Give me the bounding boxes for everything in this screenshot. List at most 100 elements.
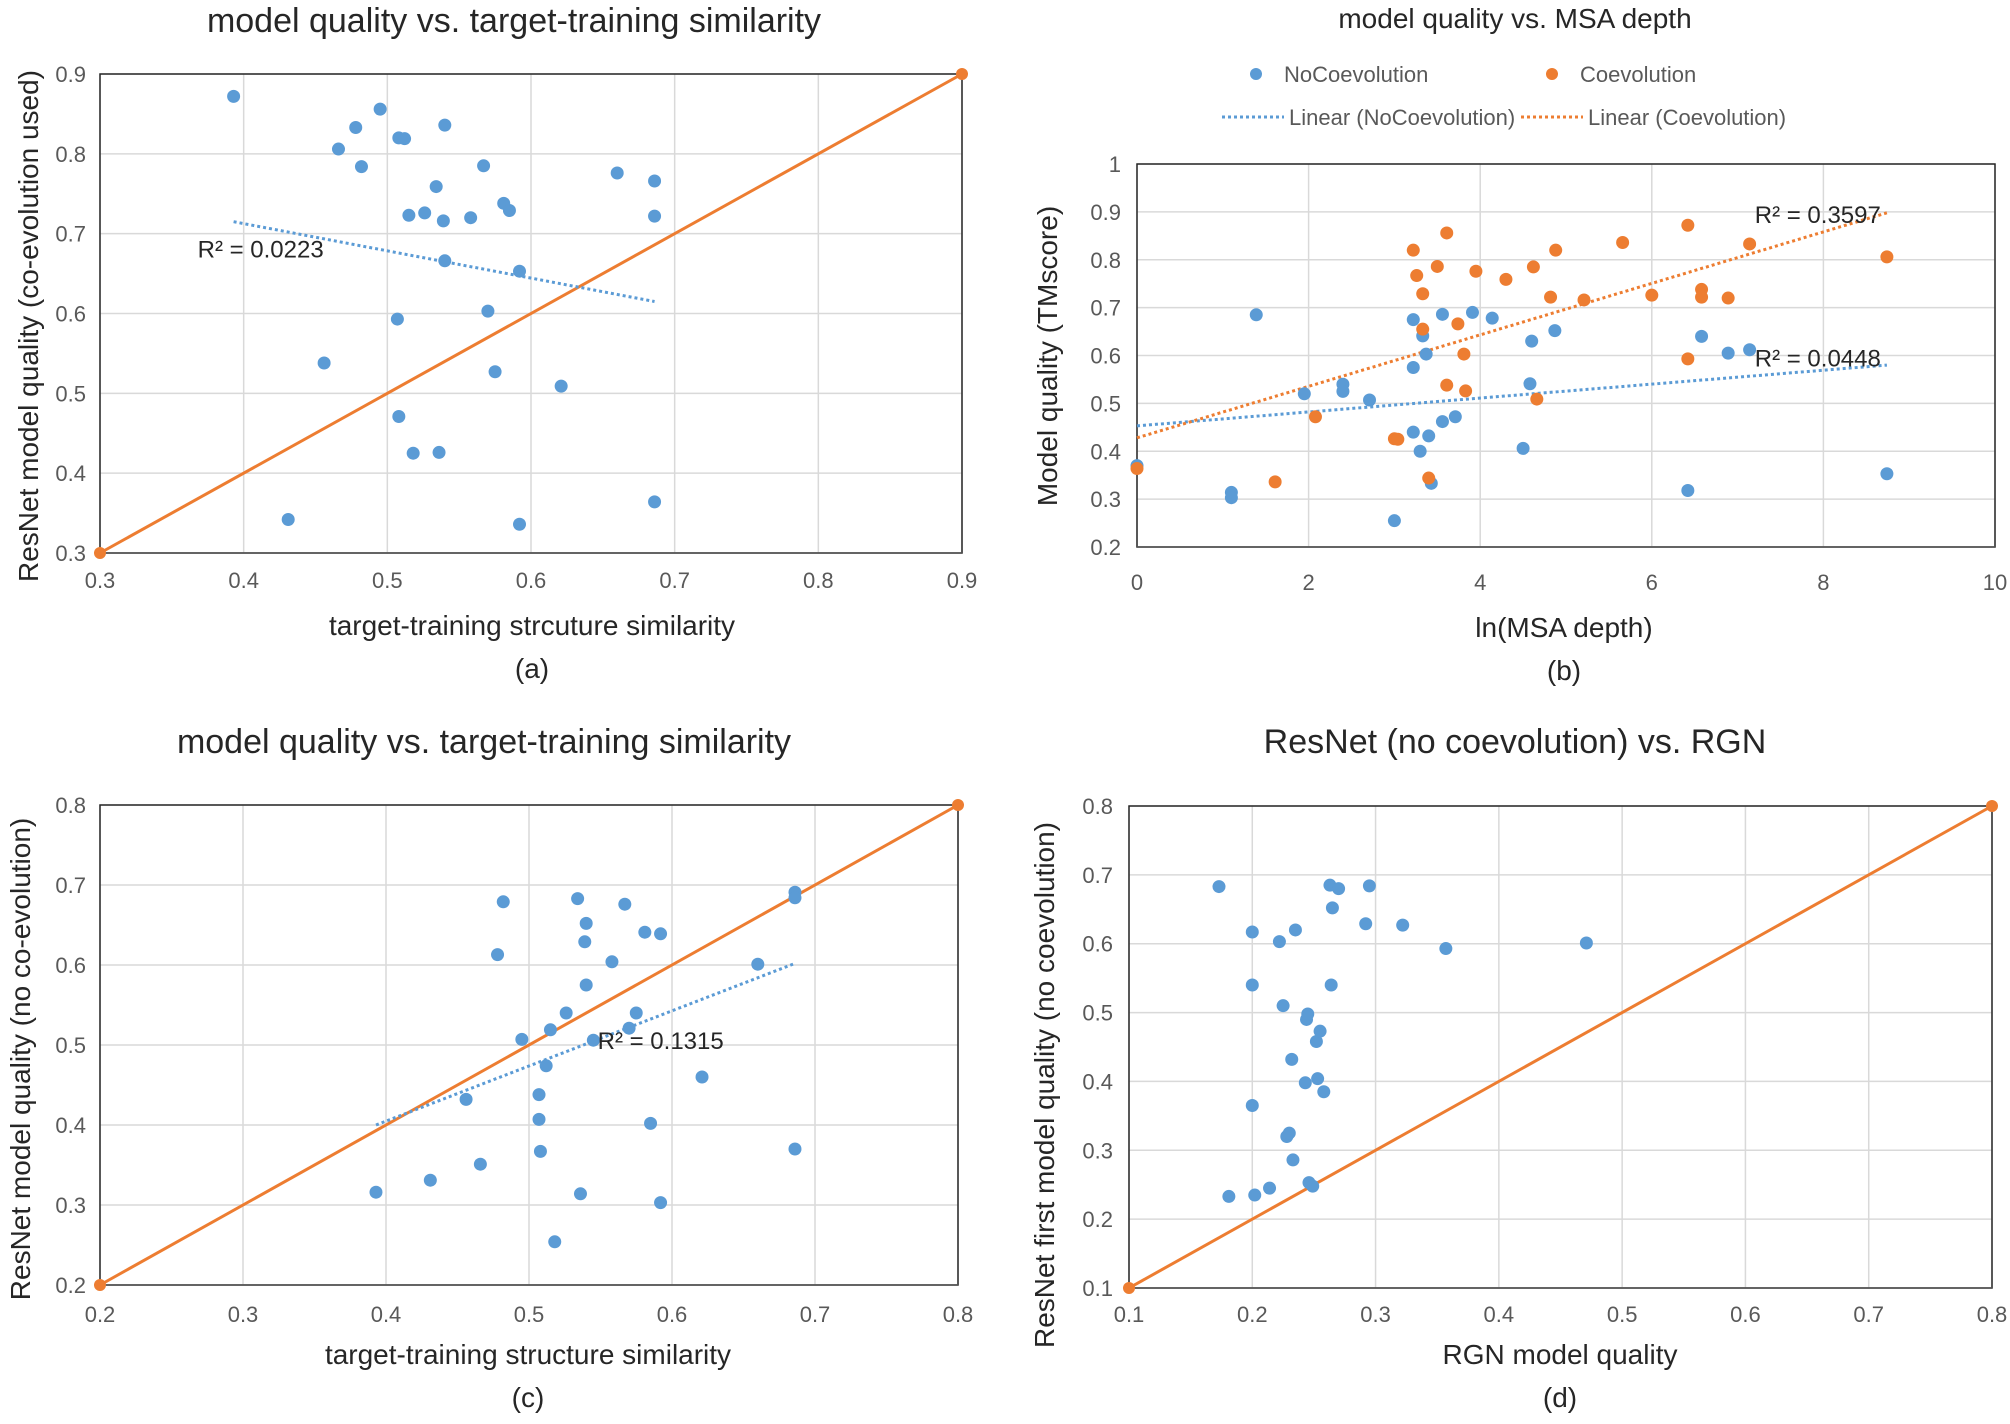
chart-b-point-coevolution <box>1410 269 1424 283</box>
chart-c-plot: 0.2 0.3 0.4 0.5 0.6 0.7 0.8 0.2 0.3 0.4 0.5 0.6 0.7 0… <box>55 793 973 1327</box>
chart-b-svg: model quality vs. MSA depth NoCoevolutio… <box>1032 3 2007 686</box>
chart-d-point-points <box>1276 999 1290 1013</box>
chart-a-point-points <box>648 495 662 509</box>
chart-c-point-points <box>548 1235 562 1249</box>
chart-a-xtick-label: 0.3 <box>85 568 116 593</box>
chart-a-ytick-label: 0.9 <box>55 62 86 87</box>
chart-d-ytick-label: 0.2 <box>1082 1207 1113 1232</box>
legend-label-linear-nocoevolution: Linear (NoCoevolution) <box>1289 105 1515 130</box>
chart-a-ytick-label: 0.6 <box>55 302 86 327</box>
chart-b-ytick-label: 0.2 <box>1090 535 1121 560</box>
chart-d-xtick-label: 0.5 <box>1607 1302 1638 1327</box>
chart-b-point-nocoevolution <box>1336 384 1350 398</box>
chart-b-point-coevolution <box>1880 250 1894 264</box>
chart-c-point-points <box>573 1187 587 1201</box>
chart-c-xtick-label: 0.3 <box>228 1302 259 1327</box>
chart-d-point-points <box>1439 942 1453 956</box>
chart-a-point-points <box>502 204 516 218</box>
chart-a-diagonal-line <box>99 72 963 555</box>
chart-a-point-points <box>513 517 527 531</box>
chart-a-svg: model quality vs. target-training simila… <box>13 2 977 684</box>
chart-b-point-coevolution <box>1681 218 1695 232</box>
chart-d-point-points <box>1306 1179 1320 1193</box>
chart-b-point-nocoevolution <box>1406 425 1420 439</box>
legend-marker-nocoevolution <box>1250 68 1262 80</box>
chart-b-point-coevolution <box>1308 410 1322 424</box>
chart-a-point-points <box>373 102 387 116</box>
chart-a-point-points <box>438 118 452 132</box>
chart-c-point-points <box>622 1021 636 1035</box>
chart-d-point-points <box>1396 918 1410 932</box>
chart-b-xtick-label: 10 <box>1983 570 2007 595</box>
chart-d-point-points <box>1311 1072 1325 1086</box>
chart-b-point-coevolution <box>1268 475 1282 489</box>
chart-b-point-nocoevolution <box>1525 334 1539 348</box>
chart-c-ytick-label: 0.2 <box>55 1273 86 1298</box>
chart-a-xtick-label: 0.8 <box>803 568 834 593</box>
chart-d-ytick-label: 0.8 <box>1082 794 1113 819</box>
chart-d-point-points <box>1286 1153 1300 1167</box>
chart-c-point-points <box>473 1157 487 1171</box>
chart-a-xtick-label: 0.4 <box>228 568 259 593</box>
chart-c-point-points <box>618 897 632 911</box>
chart-c-point-points <box>539 1059 553 1073</box>
chart-d-point-points <box>1288 923 1302 937</box>
chart-d-diagonal-endpoint <box>1123 1282 1135 1294</box>
chart-c-point-points <box>788 1142 802 1156</box>
chart-b-point-coevolution <box>1530 392 1544 406</box>
chart-panel-c: model quality vs. target-training simila… <box>0 712 1005 1424</box>
chart-b-title: model quality vs. MSA depth <box>1338 3 1691 34</box>
chart-b-xtick-label: 8 <box>1817 570 1829 595</box>
chart-b-xtick-label: 4 <box>1474 570 1486 595</box>
chart-c-point-points <box>695 1070 709 1084</box>
chart-d-xtick-label: 0.4 <box>1484 1302 1515 1327</box>
chart-b-point-coevolution <box>1469 264 1483 278</box>
chart-c-xtick-label: 0.7 <box>800 1302 831 1327</box>
chart-d-point-points <box>1285 1052 1299 1066</box>
chart-c-point-points <box>515 1032 529 1046</box>
chart-b-legend: NoCoevolution Coevolution Linear (NoCoev… <box>1222 62 1786 130</box>
chart-c-point-points <box>496 895 510 909</box>
chart-b-point-nocoevolution <box>1880 467 1894 481</box>
chart-b-point-nocoevolution <box>1422 429 1436 443</box>
chart-b-point-nocoevolution <box>1419 347 1433 361</box>
chart-d-ytick-label: 0.7 <box>1082 863 1113 888</box>
chart-c-ylabel: ResNet model quality (no co-evolution) <box>5 818 36 1300</box>
chart-panel-a: model quality vs. target-training simila… <box>0 0 1005 712</box>
chart-a-point-points <box>281 512 295 526</box>
chart-b-point-coevolution <box>1526 260 1540 274</box>
chart-b-point-nocoevolution <box>1721 346 1735 360</box>
chart-d-point-points <box>1282 1126 1296 1140</box>
chart-a-diagonal-endpoint <box>956 68 968 80</box>
chart-c-title: model quality vs. target-training simila… <box>177 723 791 761</box>
chart-b-point-nocoevolution <box>1743 343 1757 357</box>
chart-d-point-points <box>1325 901 1339 915</box>
chart-b-trendline <box>1136 211 1888 440</box>
chart-c-panel-label: (c) <box>512 1382 545 1413</box>
chart-c-point-points <box>459 1092 473 1106</box>
chart-a-xlabel: target-training strcuture similarity <box>329 610 735 641</box>
chart-c-ytick-label: 0.3 <box>55 1193 86 1218</box>
chart-a-point-points <box>331 142 345 156</box>
chart-b-point-coevolution <box>1459 384 1473 398</box>
chart-a-point-points <box>392 409 406 423</box>
chart-a-r2-label: R² = 0.0223 <box>198 237 324 264</box>
chart-b-point-nocoevolution <box>1523 377 1537 391</box>
chart-b-ytick-label: 1 <box>1109 152 1121 177</box>
chart-b-point-nocoevolution <box>1435 415 1449 429</box>
chart-a-point-points <box>477 159 491 173</box>
chart-b-ytick-label: 0.3 <box>1090 487 1121 512</box>
chart-c-diagonal-endpoint <box>94 1279 106 1291</box>
chart-d-point-points <box>1362 879 1376 893</box>
chart-c-point-points <box>644 1116 658 1130</box>
chart-b-xtick-label: 0 <box>1131 570 1143 595</box>
chart-c-point-points <box>629 1006 643 1020</box>
chart-d-ytick-label: 0.6 <box>1082 932 1113 957</box>
chart-b-ytick-label: 0.9 <box>1090 200 1121 225</box>
chart-d-point-points <box>1212 880 1226 894</box>
chart-c-point-points <box>559 1006 573 1020</box>
chart-d-ytick-label: 0.1 <box>1082 1276 1113 1301</box>
chart-c-point-points <box>533 1144 547 1158</box>
chart-b-point-coevolution <box>1416 322 1430 336</box>
chart-d-point-points <box>1248 1188 1262 1202</box>
